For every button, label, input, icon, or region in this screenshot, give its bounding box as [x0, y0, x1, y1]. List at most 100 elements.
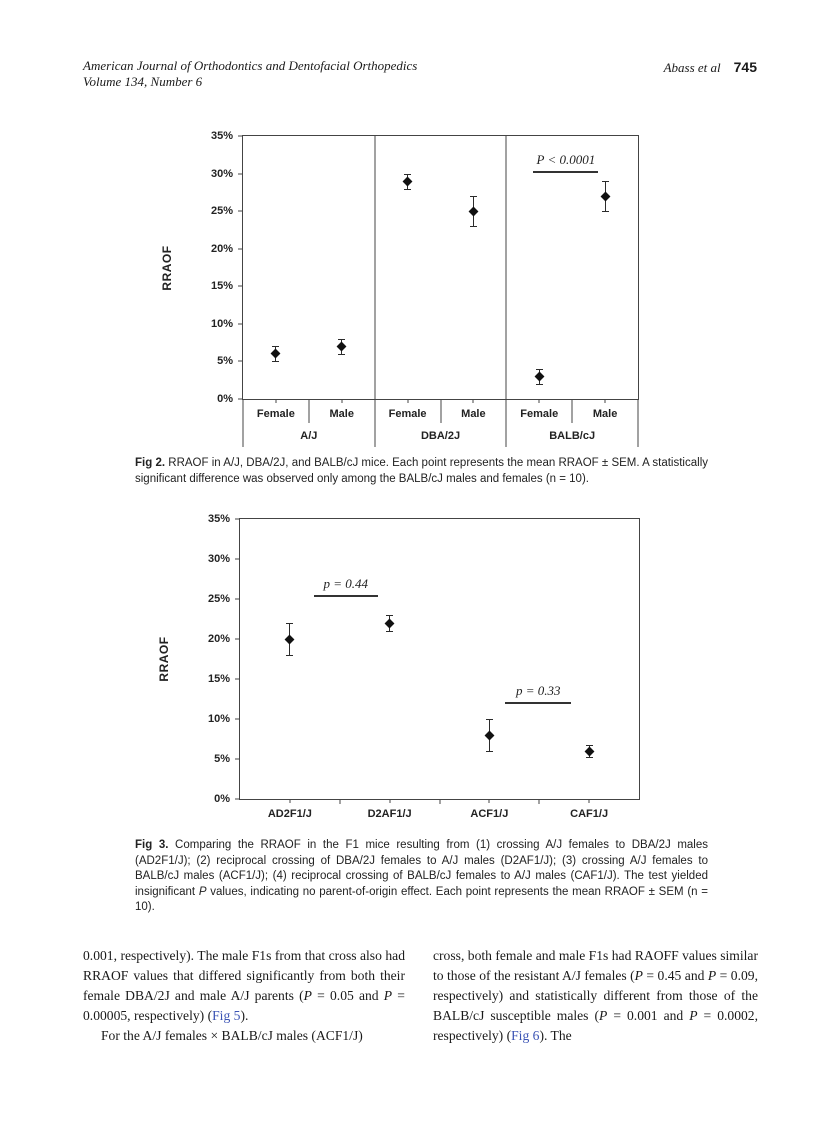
text-segment: = 0.001 and	[607, 1008, 690, 1023]
fig5-link[interactable]: Fig 5	[212, 1008, 241, 1023]
fig2-caption: Fig 2. RRAOF in A/J, DBA/2J, and BALB/cJ…	[135, 456, 708, 487]
error-bar-cap	[485, 751, 493, 752]
y-tick-mark	[238, 398, 243, 400]
y-tick-label: 10%	[207, 713, 230, 725]
x-tick-mark	[339, 799, 341, 804]
error-bar-cap	[272, 361, 280, 363]
fig2-plot-area: RRAOF 0% 5% 10% 15% 20% 25% 30% 35% A/J DBA/2J BAL…	[160, 130, 639, 447]
axis-edge-extension	[637, 399, 639, 447]
running-head: Abass et al 745	[664, 59, 757, 77]
error-bar-cap	[535, 383, 543, 385]
error-bar-cap	[601, 211, 609, 213]
page-number: 745	[733, 59, 757, 75]
p-value-annotation: p = 0.44	[313, 576, 378, 597]
text-segment: P	[707, 968, 717, 983]
y-tick-label: 5%	[214, 753, 230, 765]
error-bar-cap	[404, 188, 412, 190]
mean-marker	[484, 730, 495, 740]
text-segment: Comparing the RRAOF in the F1 mice resul…	[135, 839, 708, 898]
y-tick-label: 20%	[210, 242, 233, 255]
x-tick-mark	[439, 799, 440, 804]
mean-marker	[584, 746, 595, 756]
mean-marker	[600, 191, 611, 202]
fig2-chart: RRAOF 0% 5% 10% 15% 20% 25% 30% 35% A/J DBA/2J BAL…	[150, 126, 670, 452]
sex-label: Male	[329, 408, 354, 420]
text-segment: = 0.00005, respectively) (	[83, 988, 405, 1023]
text-segment: P	[634, 968, 643, 983]
text-segment: P	[198, 885, 207, 898]
text-segment: 0.001, respectively). The male F1s from …	[83, 948, 405, 1003]
point-axis-tick	[275, 399, 277, 403]
sex-separator-tick	[571, 399, 573, 423]
error-bar-cap	[338, 338, 346, 340]
text-segment: = 0.05 and	[311, 988, 384, 1003]
body-paragraph: cross, both female and male F1s had RAOF…	[433, 946, 758, 1046]
group-divider-extension	[505, 399, 507, 447]
sex-separator-tick	[440, 399, 441, 423]
y-tick-mark	[235, 758, 240, 760]
group-divider-extension	[374, 399, 376, 447]
error-bar-cap	[535, 368, 543, 370]
journal-header: American Journal of Orthodontics and Den…	[83, 58, 417, 90]
text-segment: = 0.45 and	[642, 968, 708, 983]
y-tick-mark	[235, 518, 240, 520]
error-bar-cap	[469, 226, 477, 228]
error-bar-cap	[601, 181, 609, 183]
y-tick-mark	[238, 323, 243, 325]
point-axis-tick	[389, 799, 391, 803]
error-bar-cap	[585, 757, 593, 759]
group-label: A/J	[300, 430, 318, 442]
y-tick-label: 10%	[210, 317, 233, 330]
mean-marker	[468, 206, 479, 217]
y-tick-label: 35%	[207, 513, 230, 525]
fig3-y-axis-label: RRAOF	[157, 636, 171, 682]
text-segment: cross, both female and male F1s had RAOF…	[433, 948, 758, 983]
mean-marker	[336, 341, 347, 352]
text-segment: Fig 2.	[135, 457, 166, 469]
sex-label: Male	[592, 408, 618, 420]
point-axis-tick	[472, 399, 474, 403]
category-label: D2AF1/J	[367, 808, 412, 820]
sex-label: Female	[388, 408, 427, 420]
y-tick-mark	[238, 248, 243, 250]
category-label: ACF1/J	[470, 808, 509, 820]
axis-edge-extension	[242, 399, 244, 447]
body-column-right: cross, both female and male F1s had RAOF…	[433, 946, 758, 1046]
y-tick-label: 15%	[207, 673, 230, 685]
y-tick-mark	[238, 285, 243, 287]
group-label: DBA/2J	[420, 430, 461, 442]
y-tick-mark	[235, 678, 240, 680]
text-segment: P	[599, 1008, 608, 1023]
y-tick-label: 25%	[207, 593, 230, 605]
journal-title: American Journal of Orthodontics and Den…	[83, 58, 418, 73]
body-paragraph: 0.001, respectively). The male F1s from …	[83, 946, 405, 1026]
point-axis-tick	[604, 399, 606, 403]
point-axis-tick	[407, 399, 409, 403]
error-bar-cap	[338, 353, 346, 355]
y-tick-label: 0%	[214, 793, 230, 805]
category-label: AD2F1/J	[267, 808, 312, 820]
y-tick-label: 5%	[217, 355, 233, 368]
error-bar-cap	[286, 623, 294, 624]
journal-issue: Volume 134, Number 6	[83, 74, 203, 89]
y-tick-label: 20%	[207, 633, 230, 645]
text-segment: P	[303, 988, 312, 1003]
mean-marker	[534, 371, 545, 382]
fig3-caption: Fig 3. Comparing the RRAOF in the F1 mic…	[135, 838, 708, 916]
mean-marker	[270, 348, 281, 359]
error-bar-cap	[469, 196, 477, 198]
point-axis-tick	[341, 399, 343, 403]
sex-label: Female	[256, 408, 295, 420]
point-axis-tick	[289, 799, 291, 803]
text-segment: ). The	[539, 1028, 572, 1043]
fig6-link[interactable]: Fig 6	[511, 1028, 540, 1043]
group-label: BALB/cJ	[549, 430, 596, 442]
sex-separator-tick	[308, 399, 310, 423]
sex-label: Male	[461, 408, 486, 420]
text-segment: ).	[240, 1008, 249, 1023]
y-tick-label: 15%	[210, 280, 233, 293]
y-tick-mark	[238, 210, 243, 212]
sex-label: Female	[520, 408, 559, 420]
text-segment: P	[383, 988, 393, 1003]
